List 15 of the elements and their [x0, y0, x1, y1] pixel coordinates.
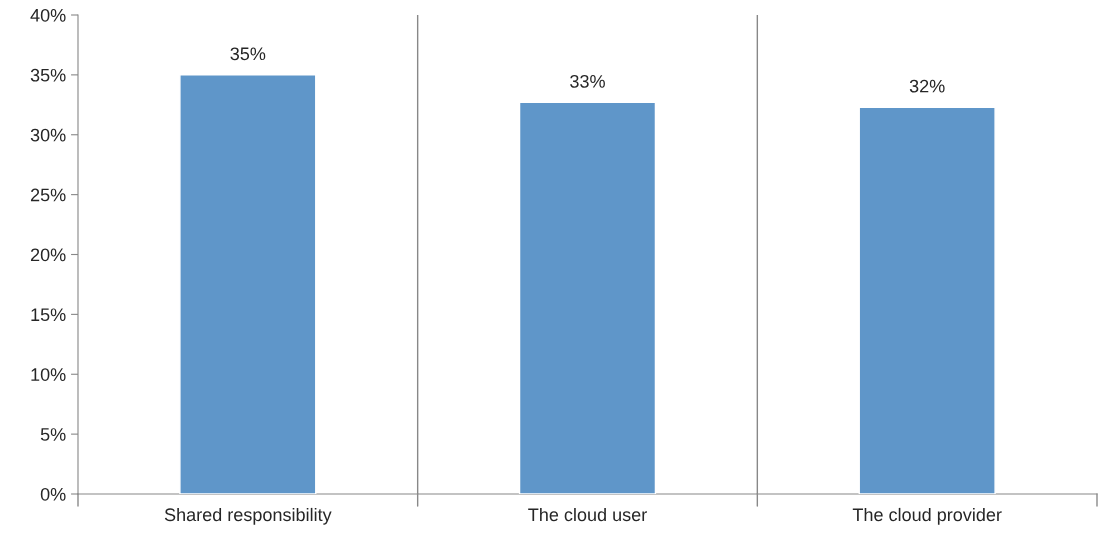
y-tick-label: 10%	[31, 368, 66, 381]
y-tick-label: 15%	[31, 308, 66, 322]
y-tick-label: 20%	[30, 248, 66, 262]
y-tick-label: 25%	[30, 188, 66, 202]
x-tick-label: Shared responsibility	[164, 507, 332, 525]
x-tick-label: The cloud user	[528, 507, 647, 522]
data-label: 33%	[570, 74, 605, 88]
data-label: 35%	[230, 47, 266, 61]
y-tick-label: 35%	[30, 68, 66, 82]
y-tick-label: 30%	[30, 128, 66, 142]
data-label: 32%	[909, 79, 945, 93]
y-tick-label: 40%	[30, 8, 66, 22]
x-tick-label: The cloud provider	[852, 507, 1002, 525]
y-tick-label: 5%	[40, 428, 66, 441]
y-tick-label: 0%	[40, 487, 66, 501]
